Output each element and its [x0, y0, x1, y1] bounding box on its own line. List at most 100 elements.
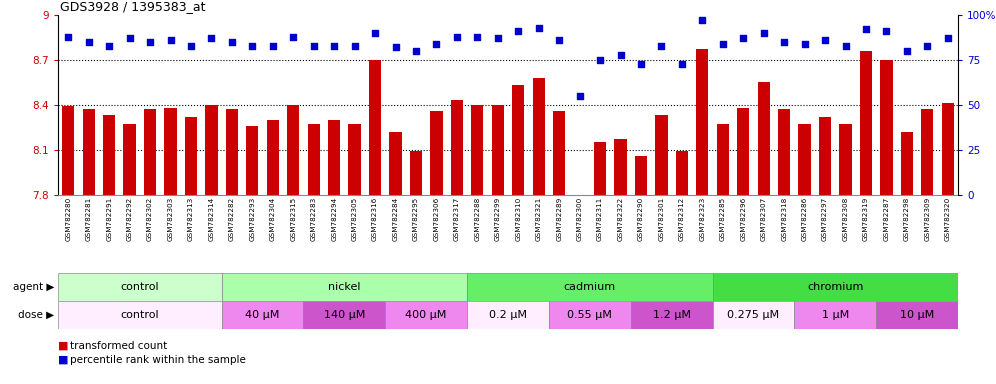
Bar: [799, 124, 811, 195]
Text: control: control: [121, 310, 159, 320]
Bar: [308, 124, 320, 195]
Text: GSM782297: GSM782297: [822, 197, 828, 241]
Text: GSM782304: GSM782304: [270, 197, 276, 241]
Bar: [103, 116, 116, 195]
Text: GSM782293: GSM782293: [249, 197, 255, 241]
Bar: [83, 109, 95, 195]
Bar: [185, 117, 197, 195]
Text: GSM782315: GSM782315: [290, 197, 296, 241]
Bar: [675, 152, 688, 195]
Bar: [58, 301, 222, 329]
Bar: [512, 86, 524, 195]
Text: 400 μM: 400 μM: [405, 310, 447, 320]
Text: GSM782299: GSM782299: [495, 197, 501, 241]
Bar: [287, 105, 300, 195]
Text: GSM782305: GSM782305: [352, 197, 358, 241]
Text: GSM782309: GSM782309: [924, 197, 930, 241]
Text: GSM782314: GSM782314: [208, 197, 214, 241]
Point: [694, 17, 710, 23]
Text: GSM782323: GSM782323: [699, 197, 705, 241]
Point: [633, 61, 649, 67]
Bar: [876, 301, 958, 329]
Text: dose ▶: dose ▶: [18, 310, 54, 320]
Point: [428, 41, 444, 47]
Bar: [246, 126, 258, 195]
Bar: [900, 132, 913, 195]
Text: percentile rank within the sample: percentile rank within the sample: [70, 355, 246, 365]
Text: nickel: nickel: [328, 282, 361, 292]
Point: [592, 57, 608, 63]
Text: GSM782292: GSM782292: [126, 197, 132, 241]
Text: GSM782282: GSM782282: [229, 197, 235, 241]
Point: [776, 39, 792, 45]
Point: [531, 25, 547, 31]
Bar: [58, 273, 222, 301]
Bar: [737, 108, 749, 195]
Point: [183, 43, 199, 49]
Point: [265, 43, 281, 49]
Point: [224, 39, 240, 45]
Text: GSM782285: GSM782285: [720, 197, 726, 241]
Text: agent ▶: agent ▶: [13, 282, 54, 292]
Bar: [328, 120, 341, 195]
Text: GSM782288: GSM782288: [474, 197, 480, 241]
Point: [572, 93, 588, 99]
Point: [838, 43, 854, 49]
Point: [797, 41, 813, 47]
Text: GSM782316: GSM782316: [373, 197, 378, 241]
Point: [715, 41, 731, 47]
Text: GSM782317: GSM782317: [454, 197, 460, 241]
Text: control: control: [121, 282, 159, 292]
Text: GSM782312: GSM782312: [679, 197, 685, 241]
Text: 10 μM: 10 μM: [900, 310, 934, 320]
Text: GSM782308: GSM782308: [843, 197, 849, 241]
Bar: [143, 109, 156, 195]
Point: [61, 33, 77, 40]
Bar: [758, 83, 770, 195]
Text: cadmium: cadmium: [564, 282, 616, 292]
Point: [285, 33, 301, 40]
Point: [203, 35, 219, 41]
Text: GSM782320: GSM782320: [945, 197, 951, 241]
Text: GSM782307: GSM782307: [761, 197, 767, 241]
Text: GSM782281: GSM782281: [86, 197, 92, 241]
Text: GSM782298: GSM782298: [903, 197, 910, 241]
Point: [368, 30, 383, 36]
Bar: [840, 124, 852, 195]
Point: [756, 30, 772, 36]
Bar: [712, 301, 795, 329]
Bar: [467, 301, 549, 329]
Bar: [492, 105, 504, 195]
Bar: [222, 273, 467, 301]
Bar: [451, 101, 463, 195]
Text: ■: ■: [58, 355, 69, 365]
Bar: [226, 109, 238, 195]
Bar: [124, 124, 135, 195]
Text: GSM782291: GSM782291: [107, 197, 113, 241]
Bar: [634, 156, 647, 195]
Bar: [696, 50, 708, 195]
Bar: [880, 60, 892, 195]
Bar: [921, 109, 933, 195]
Text: ■: ■: [58, 341, 69, 351]
Text: 1.2 μM: 1.2 μM: [652, 310, 690, 320]
Point: [122, 35, 137, 41]
Bar: [304, 301, 385, 329]
Text: GSM782311: GSM782311: [597, 197, 603, 241]
Text: GSM782301: GSM782301: [658, 197, 664, 241]
Text: GSM782319: GSM782319: [863, 197, 869, 241]
Bar: [615, 139, 626, 195]
Text: 1 μM: 1 μM: [822, 310, 849, 320]
Bar: [267, 120, 279, 195]
Point: [899, 48, 915, 54]
Point: [919, 43, 935, 49]
Text: GSM782300: GSM782300: [577, 197, 583, 241]
Bar: [594, 142, 607, 195]
Text: GSM782295: GSM782295: [413, 197, 419, 241]
Bar: [385, 301, 467, 329]
Point: [162, 37, 178, 43]
Bar: [430, 111, 442, 195]
Text: GSM782287: GSM782287: [883, 197, 889, 241]
Text: GSM782302: GSM782302: [147, 197, 153, 241]
Text: GSM782286: GSM782286: [802, 197, 808, 241]
